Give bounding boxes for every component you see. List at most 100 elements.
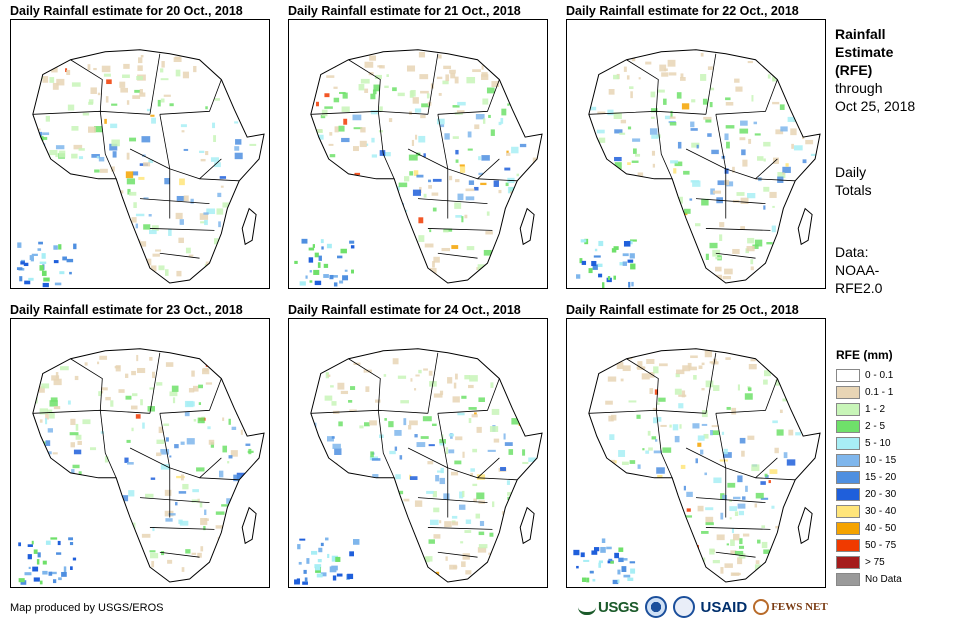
legend-label: No Data	[865, 574, 902, 585]
rain-cell	[101, 560, 107, 564]
rain-cell	[522, 449, 526, 456]
rain-cell	[443, 65, 452, 70]
rain-cell	[53, 406, 61, 410]
ocean-rain-cell	[607, 276, 611, 281]
rain-cell	[44, 517, 49, 524]
ocean-rain-cell	[628, 281, 631, 288]
rain-cell	[323, 502, 329, 510]
rain-cell	[238, 239, 244, 243]
ocean-rain-cell	[61, 571, 67, 577]
rain-cell	[449, 175, 453, 181]
rain-cell	[410, 272, 417, 279]
ocean-rain-cell	[27, 554, 32, 560]
rain-cell	[251, 397, 260, 403]
legend-swatch	[836, 505, 860, 518]
rain-cell	[244, 64, 247, 68]
ocean-rain-cell	[347, 573, 354, 580]
rain-cell	[632, 148, 637, 154]
rain-cell	[41, 151, 45, 155]
rain-cell	[737, 503, 746, 509]
rain-cell	[420, 436, 429, 439]
rain-cell	[674, 435, 680, 443]
heading-line-1: Rainfall	[835, 26, 886, 42]
country-border	[695, 198, 766, 205]
rain-cell	[376, 234, 379, 240]
rain-cell	[655, 198, 664, 204]
panel-title: Daily Rainfall estimate for 21 Oct., 201…	[288, 4, 521, 18]
rain-cell	[88, 126, 96, 133]
rain-cell	[358, 520, 367, 523]
rain-cell	[366, 143, 369, 146]
rain-cell	[710, 429, 713, 436]
rain-cell	[228, 418, 231, 425]
rain-cell	[130, 405, 138, 410]
rain-cell	[220, 185, 224, 188]
rain-cell	[477, 264, 485, 270]
rain-cell	[769, 469, 778, 474]
rain-cell	[667, 59, 676, 67]
legend-label: > 75	[865, 557, 885, 568]
rain-cell	[803, 492, 813, 499]
ocean-rain-cell	[627, 577, 634, 582]
rain-cell	[176, 270, 182, 277]
through-line-2: Oct 25, 2018	[835, 98, 916, 114]
rain-cell	[236, 192, 244, 199]
rain-cell	[786, 459, 796, 466]
rain-cell	[455, 215, 463, 218]
rain-cell	[410, 378, 413, 382]
rain-cell	[793, 145, 803, 151]
rain-cell	[233, 361, 243, 368]
ocean-rain-cell	[327, 553, 330, 558]
rain-cell	[239, 572, 244, 575]
rain-cell	[468, 407, 477, 410]
rain-cell	[428, 444, 435, 447]
rain-cell	[127, 188, 131, 195]
rain-cell	[592, 233, 599, 236]
rain-cell	[810, 153, 819, 156]
rain-cell	[705, 380, 714, 388]
rain-cell	[256, 578, 261, 582]
rain-cell	[724, 179, 730, 186]
rain-cell	[528, 253, 538, 260]
rainfall-field	[588, 49, 820, 283]
rain-cell	[150, 265, 157, 272]
rain-cell	[697, 442, 702, 447]
rain-cell	[474, 124, 480, 130]
rain-cell	[726, 181, 734, 187]
rain-cell	[73, 449, 82, 455]
rain-cell	[315, 101, 319, 107]
rain-cell	[101, 65, 111, 73]
country-border	[705, 352, 717, 414]
rain-cell	[104, 456, 109, 463]
rain-cell	[206, 567, 210, 574]
rain-cell	[682, 245, 690, 252]
rain-cell	[507, 253, 515, 261]
rain-cell	[105, 396, 111, 401]
rain-cell	[448, 449, 455, 454]
ocean-rain-cell	[20, 580, 27, 585]
rain-cell	[135, 567, 144, 573]
rain-cell	[653, 366, 659, 374]
rain-cell	[738, 545, 745, 549]
rain-cell	[638, 269, 647, 273]
rain-cell	[705, 516, 714, 524]
rain-cell	[359, 140, 367, 148]
rain-cell	[800, 56, 805, 61]
rain-cell	[181, 567, 185, 572]
rain-cell	[155, 249, 162, 252]
rain-cell	[151, 560, 155, 568]
legend-item: 1 - 2	[836, 401, 902, 418]
ocean-rain-cell	[317, 262, 321, 268]
rain-cell	[651, 227, 654, 232]
country-border	[159, 378, 222, 414]
rain-cell	[692, 180, 701, 187]
rain-cell	[614, 129, 623, 134]
rain-cell	[777, 172, 786, 179]
rain-cell	[454, 460, 462, 465]
rain-cell	[780, 355, 787, 363]
rain-cell	[494, 63, 501, 69]
rain-cell	[417, 278, 425, 283]
country-border	[626, 358, 659, 411]
ocean-rain-cell	[630, 263, 636, 270]
rain-cell	[395, 474, 401, 480]
